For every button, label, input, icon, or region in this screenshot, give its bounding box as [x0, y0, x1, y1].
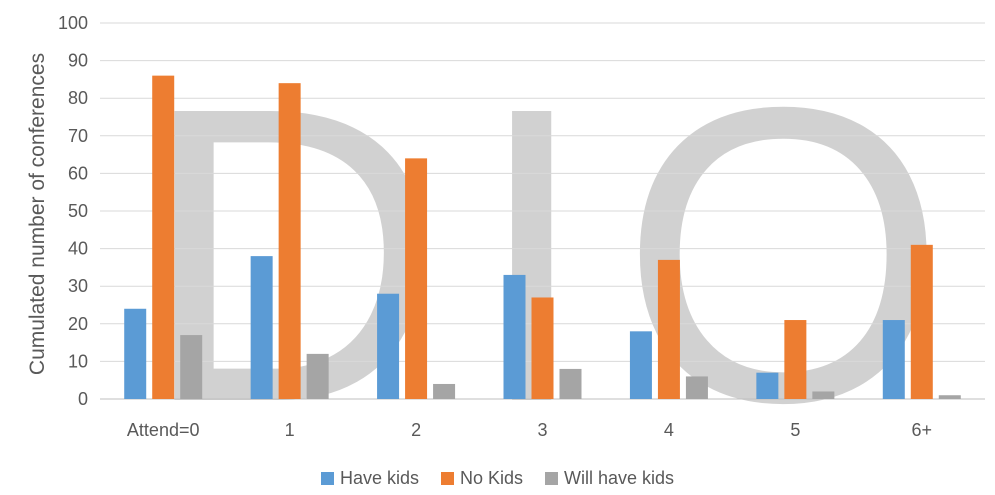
x-tick-label: 3 [537, 420, 547, 440]
x-tick-label: 4 [664, 420, 674, 440]
bar-will-have-kids [812, 391, 835, 399]
bar-no-kids [531, 297, 554, 399]
y-tick-label: 70 [68, 126, 88, 146]
bar-have-kids [882, 320, 905, 399]
bars [124, 75, 961, 399]
x-tick-label: Attend=0 [127, 420, 200, 440]
bar-will-have-kids [685, 376, 708, 399]
legend-swatch [440, 472, 454, 485]
bar-no-kids [910, 244, 933, 399]
y-tick-label: 50 [68, 201, 88, 221]
legend-item: No Kids [440, 468, 524, 489]
x-tick-label: 5 [790, 420, 800, 440]
bar-no-kids [405, 158, 428, 399]
x-tick-label: 2 [411, 420, 421, 440]
x-tick-label: 6+ [912, 420, 933, 440]
bar-will-have-kids [433, 383, 456, 399]
legend-swatch [545, 472, 559, 485]
svg-text:DION: DION [140, 21, 995, 490]
x-tick-label: 1 [285, 420, 295, 440]
y-tick-label: 60 [68, 163, 88, 183]
bar-no-kids [278, 83, 301, 399]
bar-have-kids [756, 372, 779, 399]
y-tick-label: 20 [68, 314, 88, 334]
bar-have-kids [629, 331, 652, 399]
y-tick-label: 30 [68, 276, 88, 296]
y-tick-label: 90 [68, 51, 88, 71]
legend-label: Have kids [339, 468, 419, 488]
y-tick-label: 0 [78, 389, 88, 409]
bar-will-have-kids [559, 368, 582, 399]
bar-have-kids [377, 293, 400, 399]
bar-no-kids [784, 320, 807, 399]
y-tick-label: 100 [58, 13, 88, 33]
legend-swatch [320, 472, 334, 485]
bar-have-kids [503, 274, 526, 399]
legend-label: Will have kids [564, 468, 675, 488]
bar-have-kids [124, 308, 147, 399]
bar-will-have-kids [306, 353, 329, 399]
bar-will-have-kids [180, 335, 203, 399]
x-axis-ticks: Attend=0 1 2 3 4 5 6+ [127, 420, 932, 440]
y-tick-label: 10 [68, 351, 88, 371]
y-axis-label: Cumulated number of conferences [26, 53, 49, 375]
bar-will-have-kids [938, 395, 961, 399]
bar-have-kids [250, 256, 273, 399]
bar-no-kids [657, 259, 680, 399]
legend-label: No Kids [459, 468, 524, 488]
legend-item: Have kids [320, 468, 419, 489]
bar-no-kids [152, 75, 175, 399]
watermark: DION [140, 21, 995, 490]
legend: Have kids No Kids Will have kids [0, 468, 995, 489]
y-tick-label: 80 [68, 88, 88, 108]
y-axis-ticks: 0 10 20 30 40 50 60 70 80 90 100 [58, 13, 88, 409]
legend-item: Will have kids [545, 468, 674, 489]
gridlines [100, 22, 985, 400]
y-tick-label: 40 [68, 239, 88, 259]
